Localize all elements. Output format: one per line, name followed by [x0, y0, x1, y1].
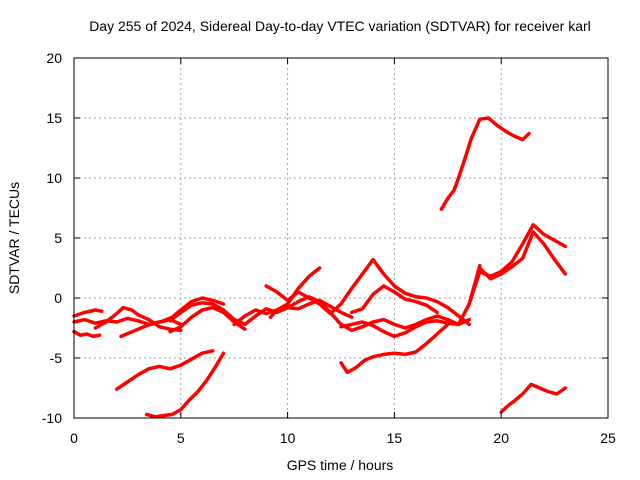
y-tick-label: 5	[54, 230, 62, 246]
x-tick-label: 20	[493, 430, 509, 446]
y-tick-label: -10	[42, 410, 62, 426]
y-tick-label: -5	[50, 350, 63, 366]
chart-title: Day 255 of 2024, Sidereal Day-to-day VTE…	[89, 18, 591, 34]
series-line-arc-6	[114, 349, 215, 391]
series-line-arc-9	[168, 305, 247, 334]
series-layer	[72, 116, 568, 419]
y-tick-label: 20	[46, 50, 62, 66]
series-line-arc-7	[144, 351, 226, 419]
grid-lines	[74, 58, 608, 418]
x-tick-label: 25	[600, 430, 616, 446]
series-line-arc-18	[478, 230, 568, 281]
x-tick-label: 5	[177, 430, 185, 446]
x-tick-labels: 0 5 10 15 20 25	[70, 430, 616, 446]
axis-ticks	[73, 57, 609, 419]
series-line-arc-12	[264, 257, 471, 327]
x-tick-label: 10	[280, 430, 296, 446]
series-line-arc-14	[339, 317, 471, 339]
x-tick-label: 15	[387, 430, 403, 446]
y-tick-label: 15	[46, 110, 62, 126]
series-line-arc-15	[349, 284, 439, 315]
x-tick-label: 0	[70, 430, 78, 446]
series-line-arc-16	[439, 116, 531, 211]
series-line-arc-11	[268, 298, 354, 319]
series-line-arc-3	[72, 308, 104, 318]
y-axis-label: SDTVAR / TECUs	[6, 182, 22, 294]
series-line-arc-19	[499, 382, 568, 414]
series-line-arc-4	[93, 305, 183, 333]
y-tick-label: 10	[46, 170, 62, 186]
series-line-arc-2	[72, 329, 102, 339]
y-tick-labels: -10 -5 0 5 10 15 20	[42, 50, 62, 426]
x-axis-label: GPS time / hours	[287, 457, 394, 473]
series-line-arc-13	[339, 322, 450, 375]
y-tick-label: 0	[54, 290, 62, 306]
series-line-arc-5	[119, 296, 226, 339]
